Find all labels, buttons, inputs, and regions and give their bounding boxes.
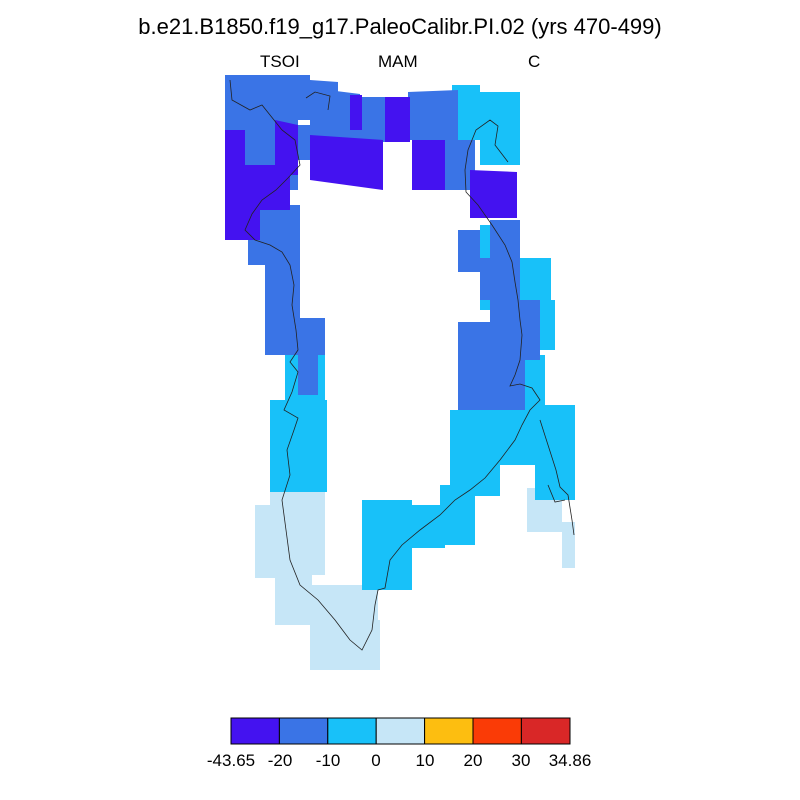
map-cell <box>265 318 325 355</box>
map-cell <box>440 140 475 190</box>
map-cell <box>255 505 275 578</box>
coastline <box>229 79 575 651</box>
colorbar-label: 30 <box>511 751 531 770</box>
map-cell <box>458 322 525 410</box>
map-cell <box>408 90 458 140</box>
map-cell <box>360 97 388 142</box>
map-cell <box>270 400 327 492</box>
map-cell <box>326 620 380 670</box>
map-cell <box>298 355 318 395</box>
map-cell <box>540 300 555 350</box>
colorbar-label: 10 <box>415 751 435 770</box>
map-cell <box>310 135 383 190</box>
map-cell <box>458 230 480 272</box>
map-cell <box>248 205 300 265</box>
map-cell <box>480 92 520 165</box>
colorbar-swatch <box>375 717 426 745</box>
colorbar-swatch <box>230 717 280 745</box>
map-cell <box>265 255 300 320</box>
map-cell <box>275 555 312 625</box>
map-cell <box>385 97 410 142</box>
colorbar-label: -43.65 <box>206 751 256 770</box>
map-cell <box>562 522 575 568</box>
colorbar-swatch <box>278 717 329 745</box>
map-cell <box>440 485 475 545</box>
colorbar-label: 0 <box>371 751 381 770</box>
map-cell <box>275 120 298 175</box>
map-cell <box>362 500 412 590</box>
colorbar-swatch <box>520 717 571 745</box>
colorbar-label: -10 <box>315 751 341 770</box>
map-cell <box>225 75 310 120</box>
map-cell <box>452 85 480 140</box>
map-cell <box>412 140 445 190</box>
map-cell <box>470 170 517 218</box>
colorbar-swatch <box>472 717 522 745</box>
map-cell <box>412 505 445 548</box>
colorbar-label: 34.86 <box>548 751 592 770</box>
map-cell <box>520 258 551 300</box>
map-cell <box>350 95 362 130</box>
colorbar-label: -20 <box>267 751 293 770</box>
colorbar-label: 20 <box>463 751 483 770</box>
temperature-cells <box>225 75 575 670</box>
plot-title: b.e21.B1850.f19_g17.PaleoCalibr.PI.02 (y… <box>138 14 662 39</box>
units-label: C <box>528 52 541 71</box>
map-cell <box>480 258 520 300</box>
variable-label: TSOI <box>260 52 300 71</box>
map-cell <box>250 175 290 210</box>
season-label: MAM <box>378 52 418 71</box>
colorbar-swatch <box>424 717 474 745</box>
colorbar-swatch <box>327 717 377 745</box>
colorbar <box>230 717 571 745</box>
map-cell <box>535 405 575 500</box>
